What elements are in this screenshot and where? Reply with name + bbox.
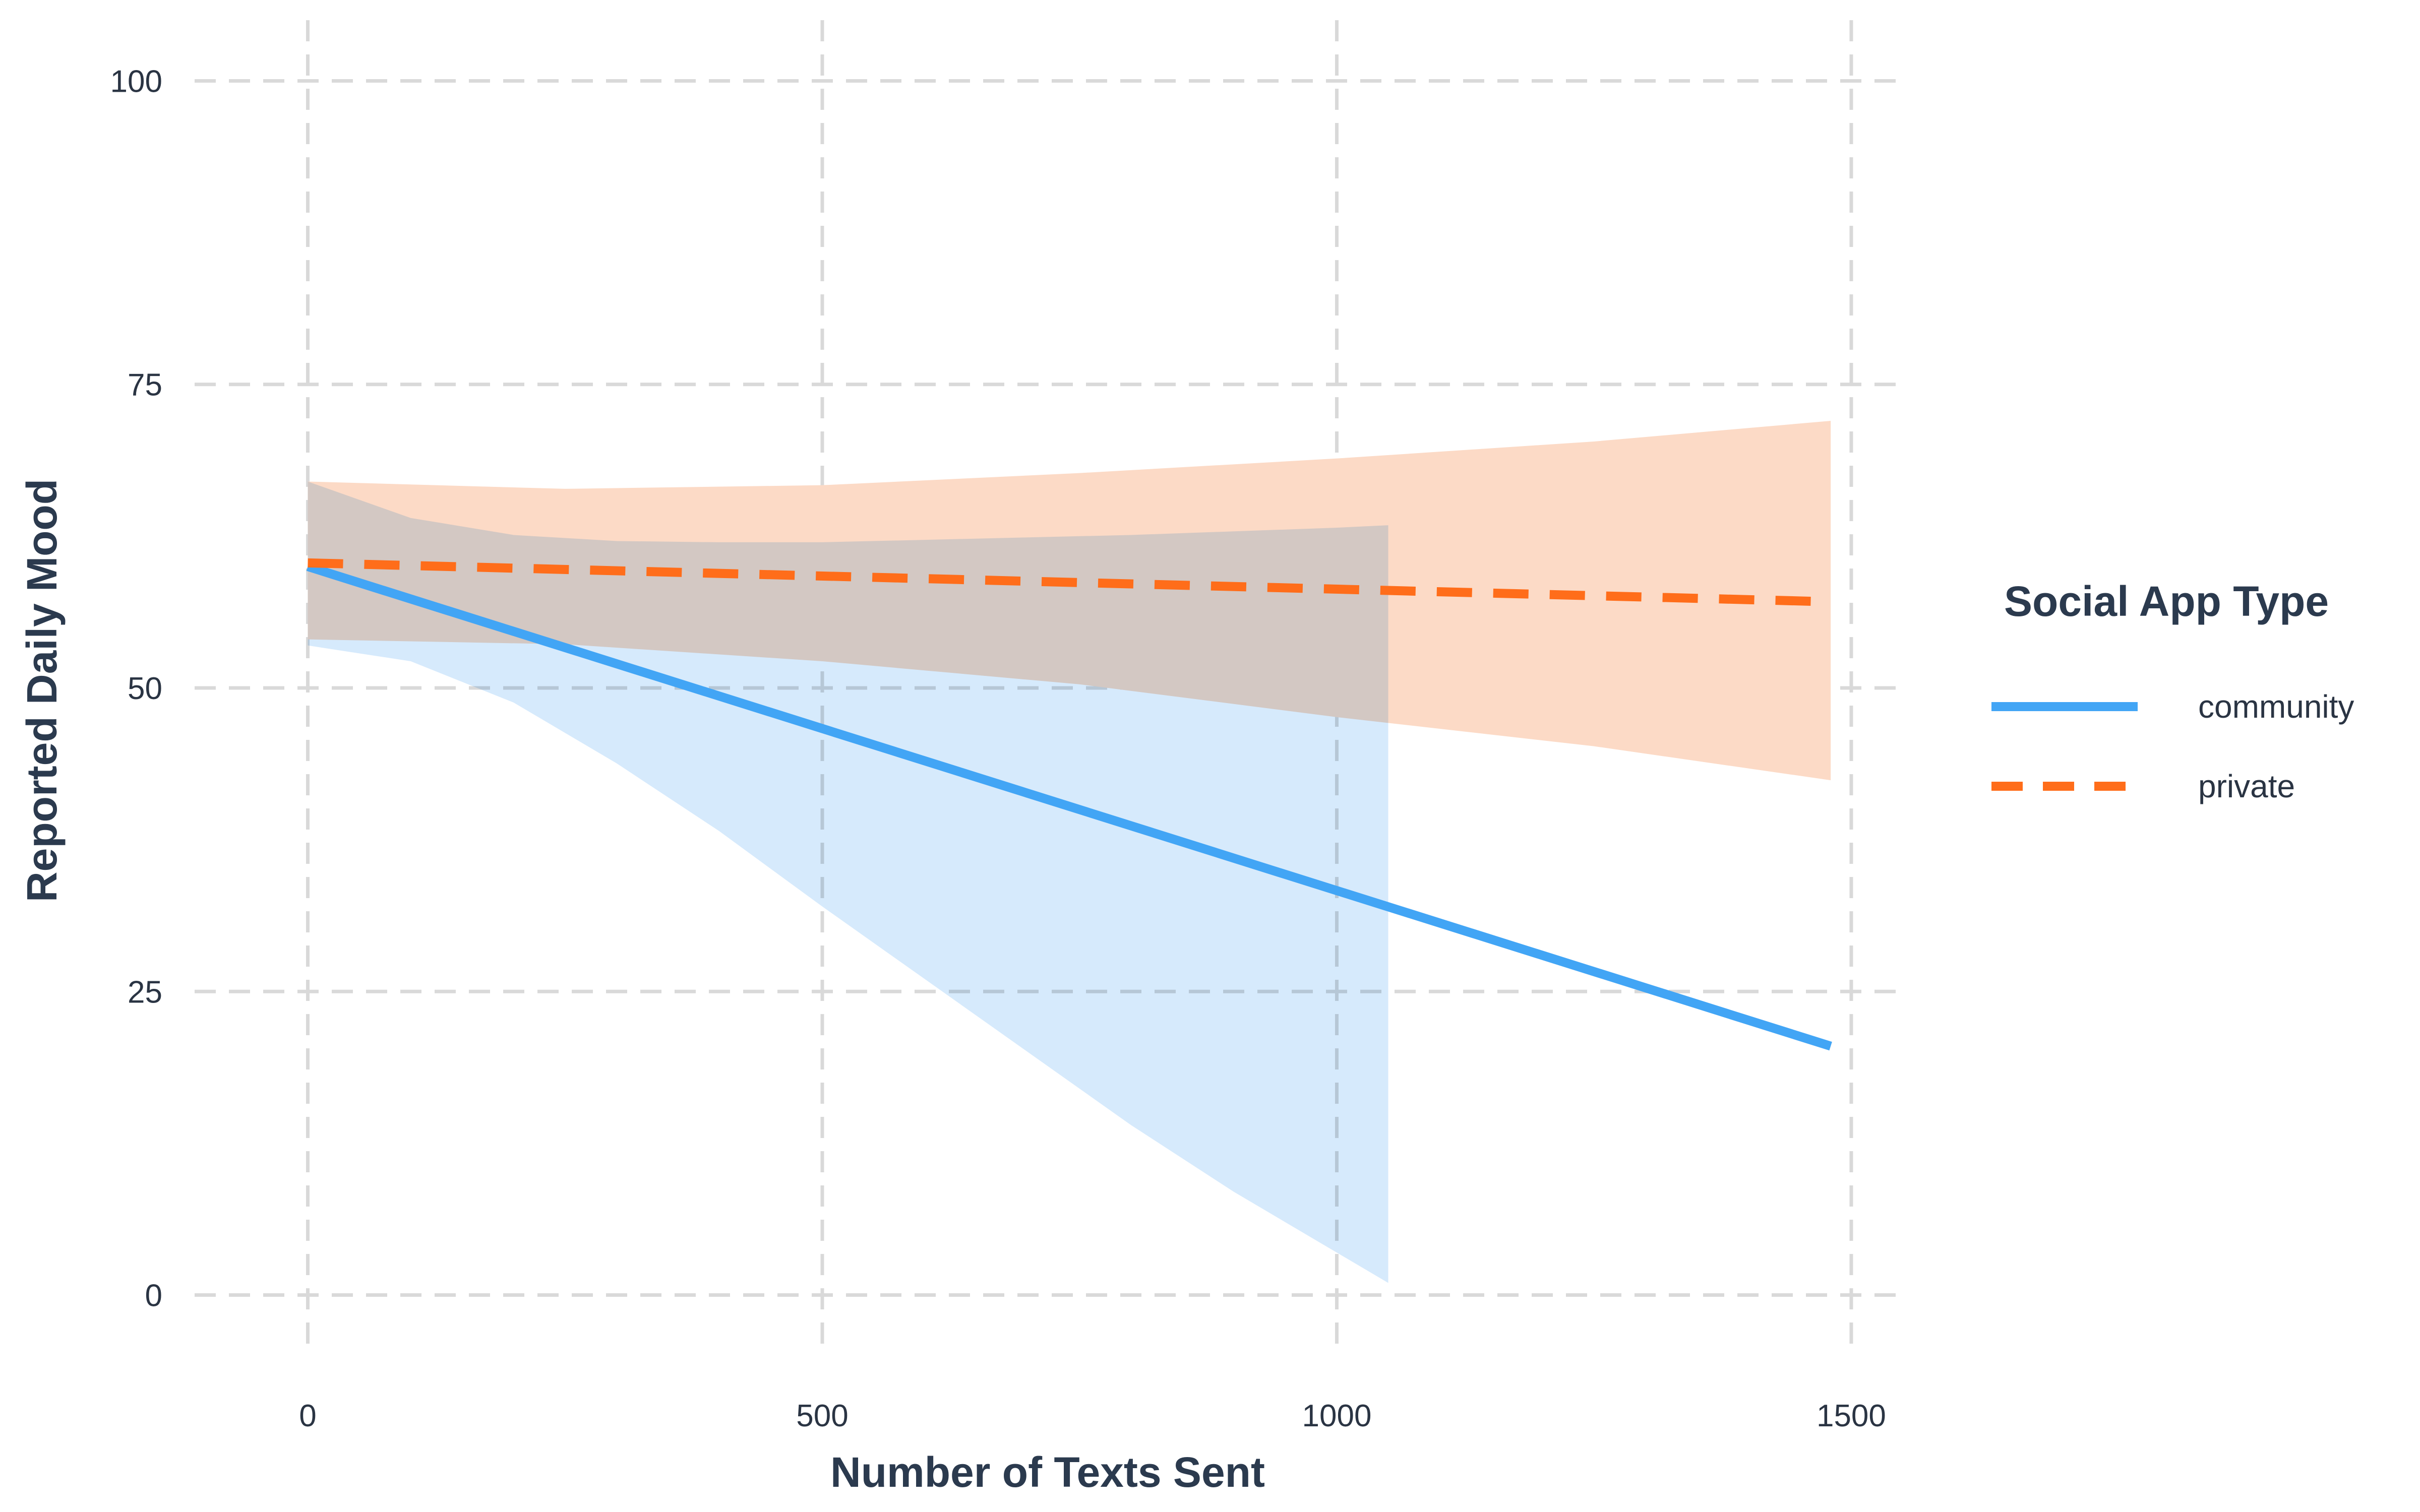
y-tick-label: 50	[128, 671, 162, 706]
series-line-community	[306, 562, 1832, 1051]
legend: Social App Type community private	[1991, 578, 2354, 804]
series-lines	[306, 558, 1832, 1051]
x-tick-label: 1500	[1817, 1399, 1886, 1433]
x-tick-label: 0	[299, 1399, 316, 1433]
y-tick-label: 0	[145, 1279, 162, 1313]
legend-items: community private	[1991, 688, 2354, 804]
y-tick-label: 75	[128, 368, 162, 403]
x-axis-title: Number of Texts Sent	[830, 1448, 1265, 1496]
series-line-private	[308, 558, 1831, 606]
x-tick-label: 500	[796, 1399, 848, 1433]
confidence-bands	[308, 421, 1831, 1283]
legend-label-private: private	[2198, 768, 2295, 804]
y-axis-title: Reported Daily Mood	[18, 479, 66, 902]
x-tick-label: 1000	[1302, 1399, 1372, 1433]
y-tick-label: 100	[110, 64, 162, 99]
y-tick-label: 25	[128, 975, 162, 1010]
confidence-band-community	[308, 481, 1388, 1283]
legend-title: Social App Type	[2004, 578, 2329, 625]
legend-label-community: community	[2198, 688, 2354, 725]
